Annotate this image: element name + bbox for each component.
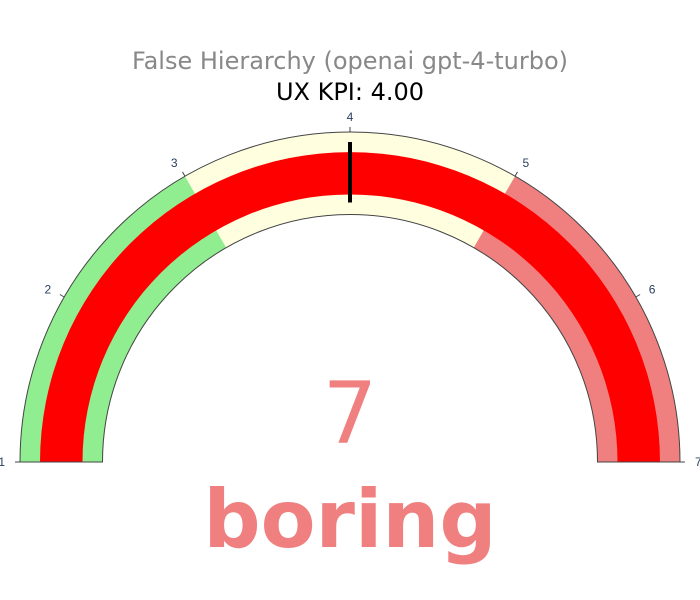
gauge-tick-label: 6 bbox=[649, 283, 656, 297]
gauge-bar-layer bbox=[40, 152, 660, 462]
gauge-tick-label: 1 bbox=[0, 455, 5, 469]
gauge-outline-layer bbox=[19, 131, 681, 463]
gauge-subtitle: UX KPI: 4.00 bbox=[276, 78, 424, 106]
gauge-tick-label: 4 bbox=[347, 110, 354, 124]
gauge-outline bbox=[19, 131, 681, 463]
gauge-tick-label: 2 bbox=[45, 283, 52, 297]
gauge-value-bar bbox=[40, 152, 660, 462]
gauge-tick-label: 7 bbox=[695, 455, 700, 469]
gauge-ticks: 1 2 3 4 5 6 7 bbox=[0, 110, 700, 469]
gauge-tick-mark bbox=[182, 171, 186, 177]
gauge-tick-mark bbox=[514, 171, 518, 177]
gauge-tick-mark bbox=[59, 294, 65, 298]
gauge-tick-mark bbox=[635, 294, 641, 298]
gauge-category-label: boring bbox=[203, 473, 496, 566]
gauge-title: False Hierarchy (openai gpt-4-turbo) bbox=[132, 47, 568, 75]
gauge-tick-label: 5 bbox=[523, 156, 530, 170]
gauge-value-number: 7 bbox=[323, 364, 378, 464]
gauge-tick-label: 3 bbox=[171, 156, 178, 170]
